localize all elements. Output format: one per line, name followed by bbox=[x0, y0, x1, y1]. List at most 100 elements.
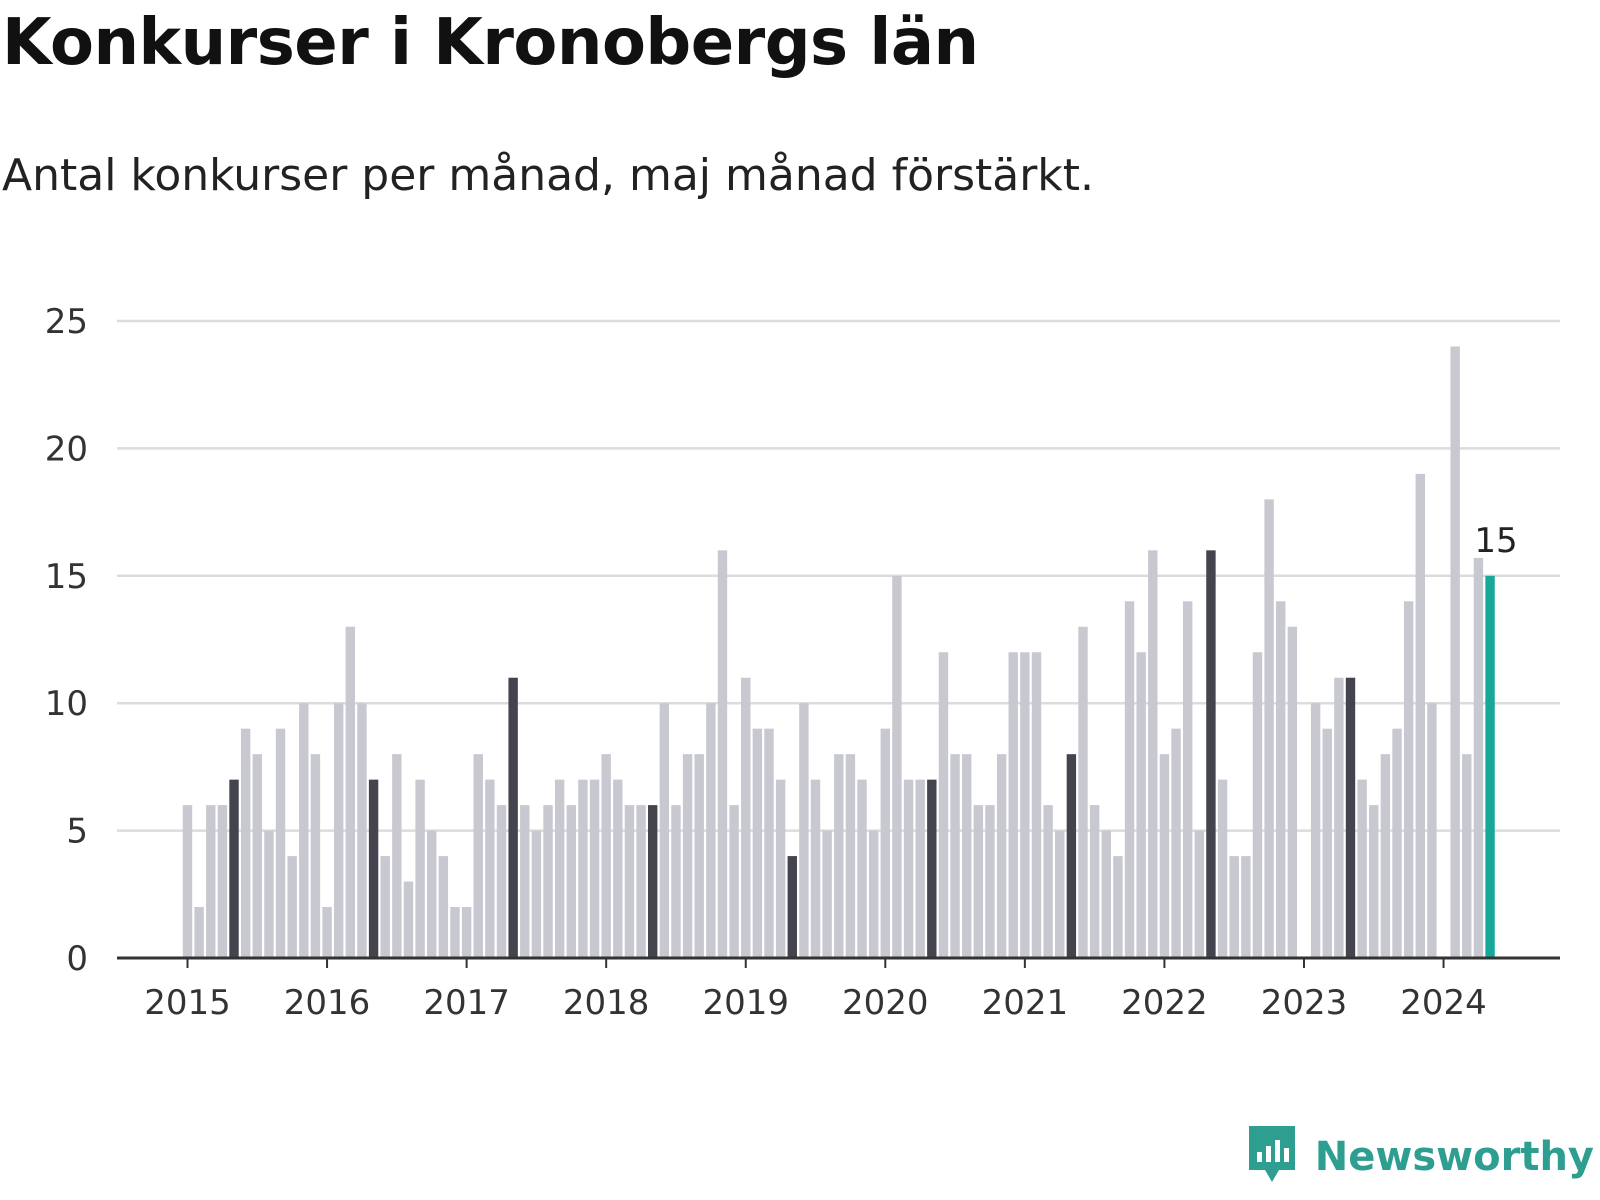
bar bbox=[741, 677, 751, 958]
bar bbox=[368, 779, 379, 958]
bar bbox=[822, 830, 832, 958]
bar bbox=[1403, 601, 1414, 958]
bar bbox=[764, 728, 774, 958]
newsworthy-logo-icon bbox=[1245, 1122, 1299, 1192]
bar bbox=[1194, 830, 1205, 958]
bar bbox=[938, 652, 949, 958]
bar bbox=[1322, 728, 1332, 958]
x-tick-label: 2019 bbox=[702, 983, 789, 1023]
bar bbox=[985, 805, 995, 958]
x-tick-label: 2023 bbox=[1261, 983, 1348, 1023]
bar bbox=[1043, 805, 1053, 958]
bar bbox=[636, 805, 646, 958]
bar bbox=[287, 856, 297, 958]
bar bbox=[543, 805, 553, 958]
x-tick-label: 2016 bbox=[284, 983, 371, 1023]
bar bbox=[1182, 601, 1193, 958]
bar bbox=[1206, 550, 1216, 958]
bar bbox=[520, 805, 530, 958]
bar bbox=[1078, 626, 1088, 958]
bar bbox=[682, 754, 693, 958]
bar bbox=[415, 779, 425, 958]
bar bbox=[1415, 473, 1425, 958]
bar bbox=[775, 779, 786, 958]
y-tick-label: 20 bbox=[45, 429, 88, 469]
bar bbox=[1392, 728, 1402, 958]
bar bbox=[857, 779, 867, 958]
bar bbox=[729, 805, 739, 958]
bar bbox=[1485, 575, 1495, 958]
bar bbox=[648, 805, 658, 958]
bar bbox=[868, 830, 879, 958]
bar bbox=[217, 805, 228, 958]
y-tick-label: 15 bbox=[45, 557, 88, 597]
bar bbox=[1369, 805, 1379, 958]
bar bbox=[1055, 830, 1065, 958]
x-tick-label: 2024 bbox=[1400, 983, 1487, 1023]
bar bbox=[357, 703, 367, 958]
bar bbox=[333, 703, 344, 958]
bar bbox=[787, 856, 797, 958]
bar bbox=[834, 754, 844, 958]
bar bbox=[1450, 346, 1460, 959]
bar bbox=[240, 728, 251, 958]
bar bbox=[1287, 626, 1298, 958]
latest-value-label: 15 bbox=[1474, 521, 1517, 561]
bar bbox=[275, 728, 286, 958]
bar bbox=[566, 805, 576, 958]
bar bbox=[1124, 601, 1135, 958]
bar bbox=[706, 703, 716, 958]
bar bbox=[799, 703, 809, 958]
bar bbox=[473, 754, 483, 958]
bar bbox=[694, 754, 704, 958]
bar bbox=[485, 779, 495, 958]
bar bbox=[1008, 652, 1018, 958]
bar bbox=[613, 779, 623, 958]
bar bbox=[962, 754, 972, 958]
bar bbox=[1310, 703, 1321, 958]
bar bbox=[1031, 652, 1042, 958]
bar bbox=[1345, 677, 1356, 958]
bar bbox=[1159, 754, 1170, 958]
bar bbox=[380, 856, 390, 958]
bar bbox=[496, 805, 507, 958]
bar bbox=[845, 754, 856, 958]
bar bbox=[915, 779, 925, 958]
bar bbox=[1241, 856, 1251, 958]
chart-title: Konkurser i Kronobergs län bbox=[2, 6, 979, 80]
bar bbox=[427, 830, 437, 958]
bar bbox=[252, 754, 262, 958]
bar bbox=[450, 907, 460, 958]
x-tick-label: 2022 bbox=[1121, 983, 1208, 1023]
bar bbox=[554, 779, 565, 958]
bar bbox=[392, 754, 402, 958]
x-tick-label: 2018 bbox=[563, 983, 650, 1023]
bar bbox=[1334, 677, 1344, 958]
x-tick-label: 2021 bbox=[982, 983, 1069, 1023]
bar bbox=[892, 575, 902, 958]
bar bbox=[810, 779, 821, 958]
bar bbox=[880, 728, 890, 958]
bar bbox=[950, 754, 960, 958]
bar bbox=[659, 703, 670, 958]
bar bbox=[1113, 856, 1123, 958]
bar bbox=[310, 754, 321, 958]
bar bbox=[1136, 652, 1146, 958]
bar bbox=[438, 856, 449, 958]
y-tick-label: 5 bbox=[66, 812, 88, 852]
bar bbox=[182, 805, 193, 958]
bar bbox=[1217, 779, 1228, 958]
bar bbox=[589, 779, 600, 958]
bar bbox=[578, 779, 588, 958]
bar bbox=[461, 907, 472, 958]
y-tick-label: 0 bbox=[66, 939, 88, 979]
bar bbox=[1357, 779, 1367, 958]
bar bbox=[1089, 805, 1100, 958]
bar bbox=[1264, 499, 1274, 958]
bar bbox=[624, 805, 635, 958]
bar bbox=[601, 754, 611, 958]
bar bbox=[927, 779, 937, 958]
bar bbox=[1276, 601, 1286, 958]
bar bbox=[229, 779, 239, 958]
